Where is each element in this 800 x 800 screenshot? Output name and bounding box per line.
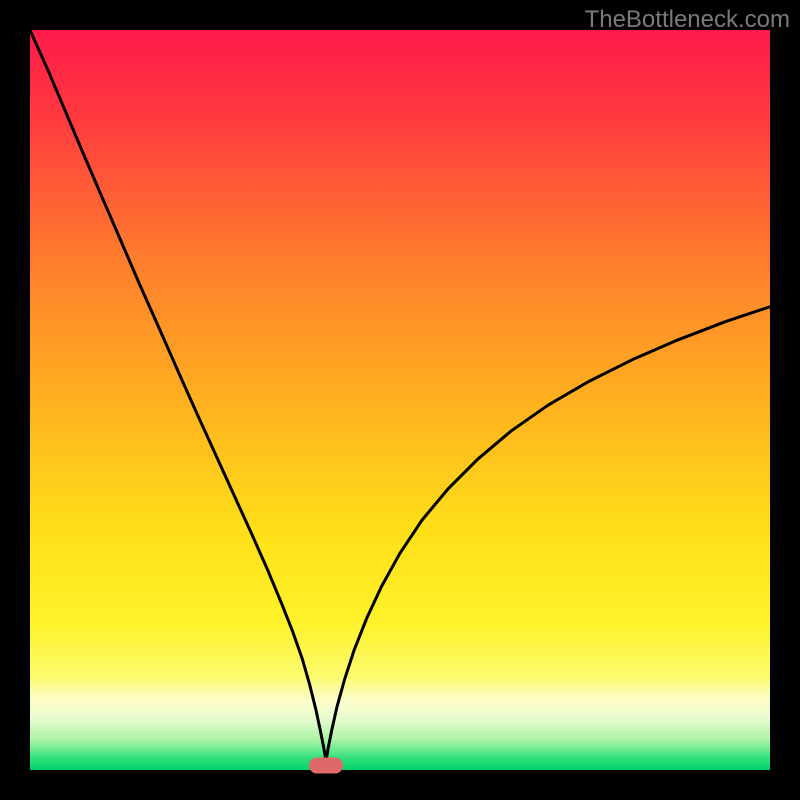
optimal-point-marker <box>309 758 343 774</box>
gradient-background <box>30 30 770 770</box>
bottleneck-chart <box>0 0 800 800</box>
chart-container: TheBottleneck.com <box>0 0 800 800</box>
